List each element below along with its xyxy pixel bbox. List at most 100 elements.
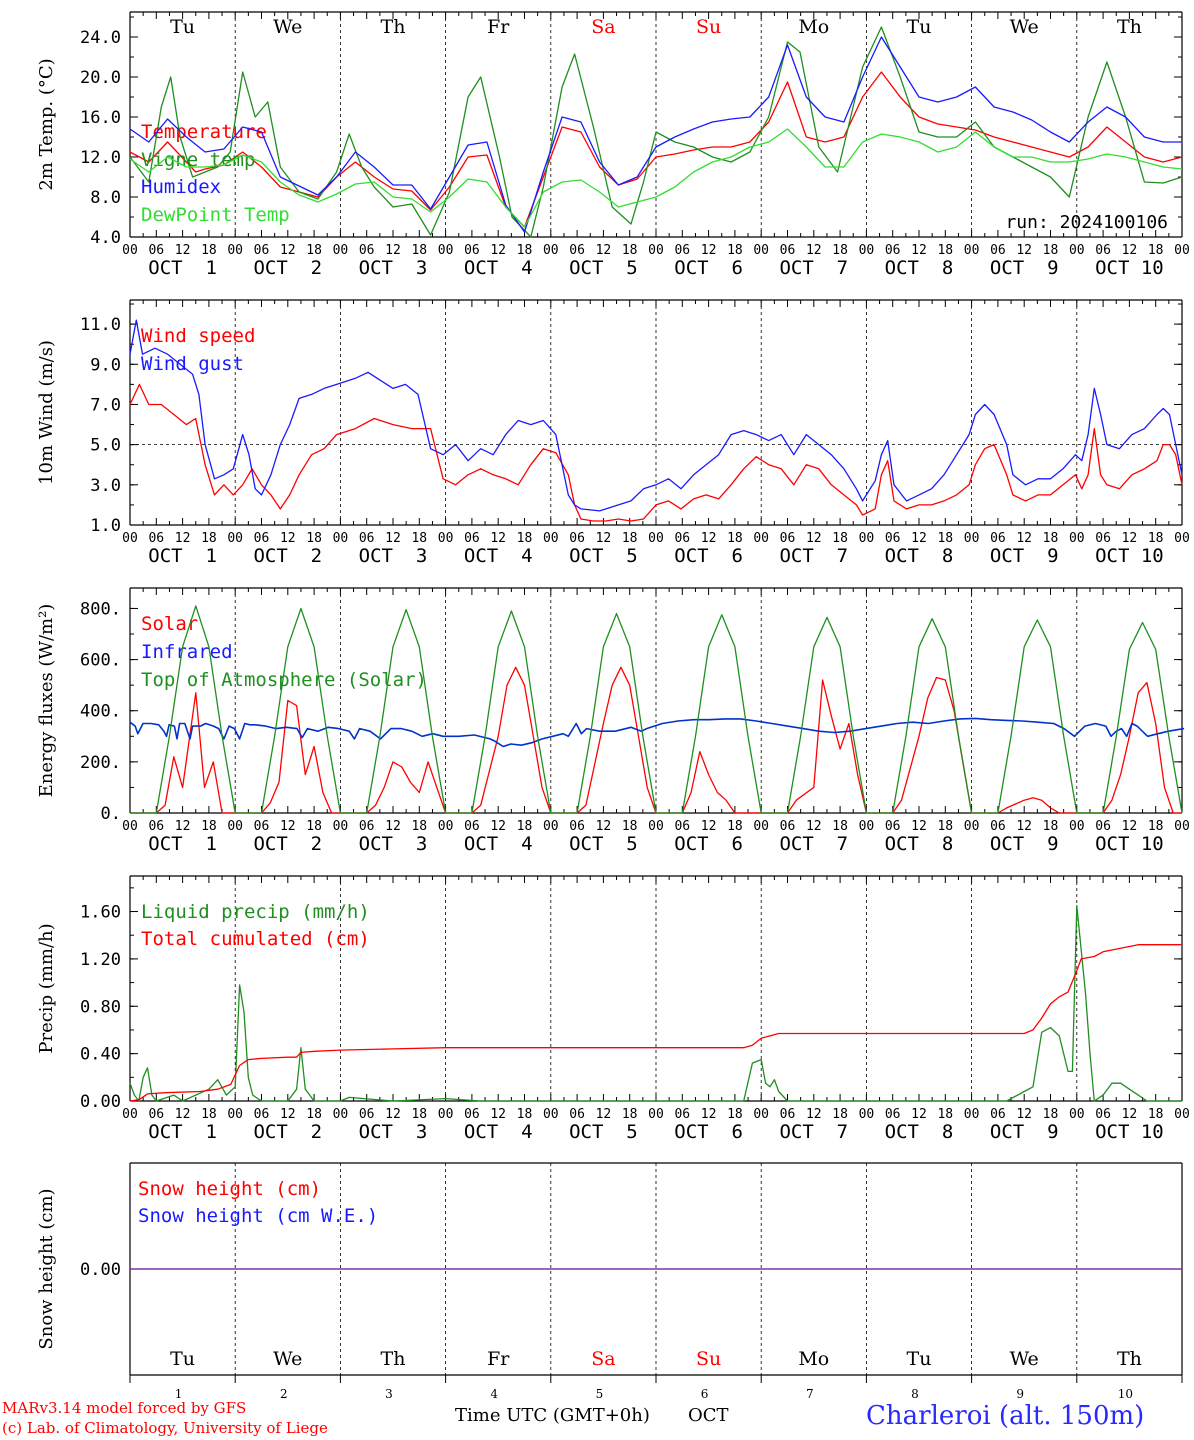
x-axis-title: Time UTC (GMT+0h) (455, 1405, 650, 1426)
day-number: 5 (596, 1387, 604, 1401)
legend-entry: Wind gust (141, 353, 244, 375)
date-label: OCT 7 (779, 833, 848, 855)
day-name-top: Th (1117, 16, 1142, 38)
legend-entry: Snow height (cm) (138, 1178, 321, 1200)
hour-tick-label: 12 (806, 531, 822, 546)
y-tick-label: 0.00 (80, 1092, 121, 1112)
hour-tick-label: 06 (674, 819, 690, 834)
hour-tick-label: 18 (306, 819, 322, 834)
hour-tick-label: 00 (438, 819, 454, 834)
hour-tick-label: 06 (148, 243, 164, 258)
hour-tick-label: 00 (227, 531, 243, 546)
hour-tick-label: 06 (885, 819, 901, 834)
hour-tick-label: 18 (832, 243, 848, 258)
hour-tick-label: 18 (517, 243, 533, 258)
hour-tick-label: 12 (490, 531, 506, 546)
y-tick-label: 7.0 (90, 395, 121, 415)
y-tick-label: 5.0 (90, 436, 121, 456)
day-number: 2 (280, 1387, 288, 1401)
day-name-bottom: Mo (798, 1348, 829, 1370)
hour-tick-label: 12 (911, 531, 927, 546)
date-label: OCT 8 (885, 1121, 954, 1143)
y-tick-label: 16.0 (80, 108, 121, 128)
date-label: OCT 10 (1095, 833, 1164, 855)
day-name-bottom: We (1010, 1348, 1039, 1370)
hour-tick-label: 12 (911, 243, 927, 258)
hour-tick-label: 18 (306, 531, 322, 546)
hour-tick-label: 18 (306, 1107, 322, 1122)
hour-tick-label: 12 (596, 243, 612, 258)
y-tick-label: 200. (80, 753, 121, 773)
day-number: 8 (911, 1387, 919, 1401)
date-label: OCT 6 (674, 257, 743, 279)
legend-entry: Snow height (cm W.E.) (138, 1205, 378, 1227)
day-name-bottom: Tu (907, 1348, 932, 1370)
hour-tick-label: 18 (622, 819, 638, 834)
y-tick-label: 400. (80, 702, 121, 722)
y-tick-label: 0. (101, 804, 121, 824)
hour-tick-label: 06 (1095, 243, 1111, 258)
hour-tick-label: 12 (701, 531, 717, 546)
hour-tick-label: 00 (543, 531, 559, 546)
hour-tick-label: 18 (1148, 819, 1164, 834)
hour-tick-label: 06 (1095, 819, 1111, 834)
date-label: OCT 4 (464, 1121, 533, 1143)
hour-tick-label: 12 (1016, 819, 1032, 834)
hour-tick-label: 18 (832, 819, 848, 834)
hour-tick-label: 06 (359, 243, 375, 258)
y-tick-label: 0.40 (80, 1045, 121, 1065)
hour-tick-label: 00 (438, 1107, 454, 1122)
day-name-bottom: Tu (170, 1348, 195, 1370)
hour-tick-label: 18 (411, 1107, 427, 1122)
date-label: OCT 2 (253, 833, 322, 855)
chart-panel-3: 00 06 12 18 00 06 12 18 00 06 12 18 00 06 12 18 00 06 12 18… (36, 587, 1190, 855)
hour-tick-label: 06 (780, 1107, 796, 1122)
hour-tick-label: 06 (254, 819, 270, 834)
legend-entry: Infrared (141, 641, 233, 663)
hour-tick-label: 06 (464, 819, 480, 834)
y-tick-label: 12.0 (80, 148, 121, 168)
day-number: 10 (1118, 1387, 1133, 1401)
hour-tick-label: 00 (333, 531, 349, 546)
chart-panel-2: 00 06 12 18 00 06 12 18 00 06 12 18 00 06 12 18 00 06 12 18… (36, 299, 1190, 567)
date-label: OCT 6 (674, 833, 743, 855)
hour-tick-label: 06 (254, 531, 270, 546)
hour-tick-label: 12 (1016, 243, 1032, 258)
date-label: OCT 8 (885, 545, 954, 567)
legend-entry: Vigne temp (141, 149, 255, 171)
date-label: OCT 7 (779, 1121, 848, 1143)
hour-tick-label: 06 (674, 243, 690, 258)
footer-model-text: MARv3.14 model forced by GFS (2, 1399, 247, 1417)
hour-tick-label: 00 (753, 243, 769, 258)
day-name-top: We (1010, 16, 1039, 38)
y-tick-label: 1.20 (80, 950, 121, 970)
y-tick-label: 800. (80, 599, 121, 619)
series-line-2 (129, 26, 1183, 238)
hour-tick-label: 00 (859, 1107, 875, 1122)
date-label: OCT 5 (569, 257, 638, 279)
hour-tick-label: 18 (727, 1107, 743, 1122)
hour-tick-label: 06 (569, 1107, 585, 1122)
hour-tick-label: 18 (1043, 1107, 1059, 1122)
date-label: OCT 4 (464, 545, 533, 567)
hour-tick-label: 00 (438, 531, 454, 546)
hour-tick-label: 12 (1122, 243, 1138, 258)
y-axis-label: 2m Temp. (°C) (36, 58, 57, 190)
hour-tick-label: 18 (937, 1107, 953, 1122)
hour-tick-label: 06 (569, 819, 585, 834)
y-tick-label: 20.0 (80, 68, 121, 88)
hour-tick-label: 06 (990, 819, 1006, 834)
day-name-top: Mo (798, 16, 829, 38)
hour-tick-label: 00 (543, 243, 559, 258)
hour-tick-label: 18 (201, 531, 217, 546)
date-label: OCT 9 (990, 545, 1059, 567)
hour-tick-label: 06 (780, 819, 796, 834)
hour-tick-label: 00 (1069, 819, 1085, 834)
hour-tick-label: 18 (1148, 243, 1164, 258)
legend-entry: Solar (141, 613, 198, 635)
hour-tick-label: 00 (753, 531, 769, 546)
series-line-4 (129, 128, 1183, 228)
hour-tick-label: 06 (990, 531, 1006, 546)
hour-tick-label: 06 (780, 531, 796, 546)
